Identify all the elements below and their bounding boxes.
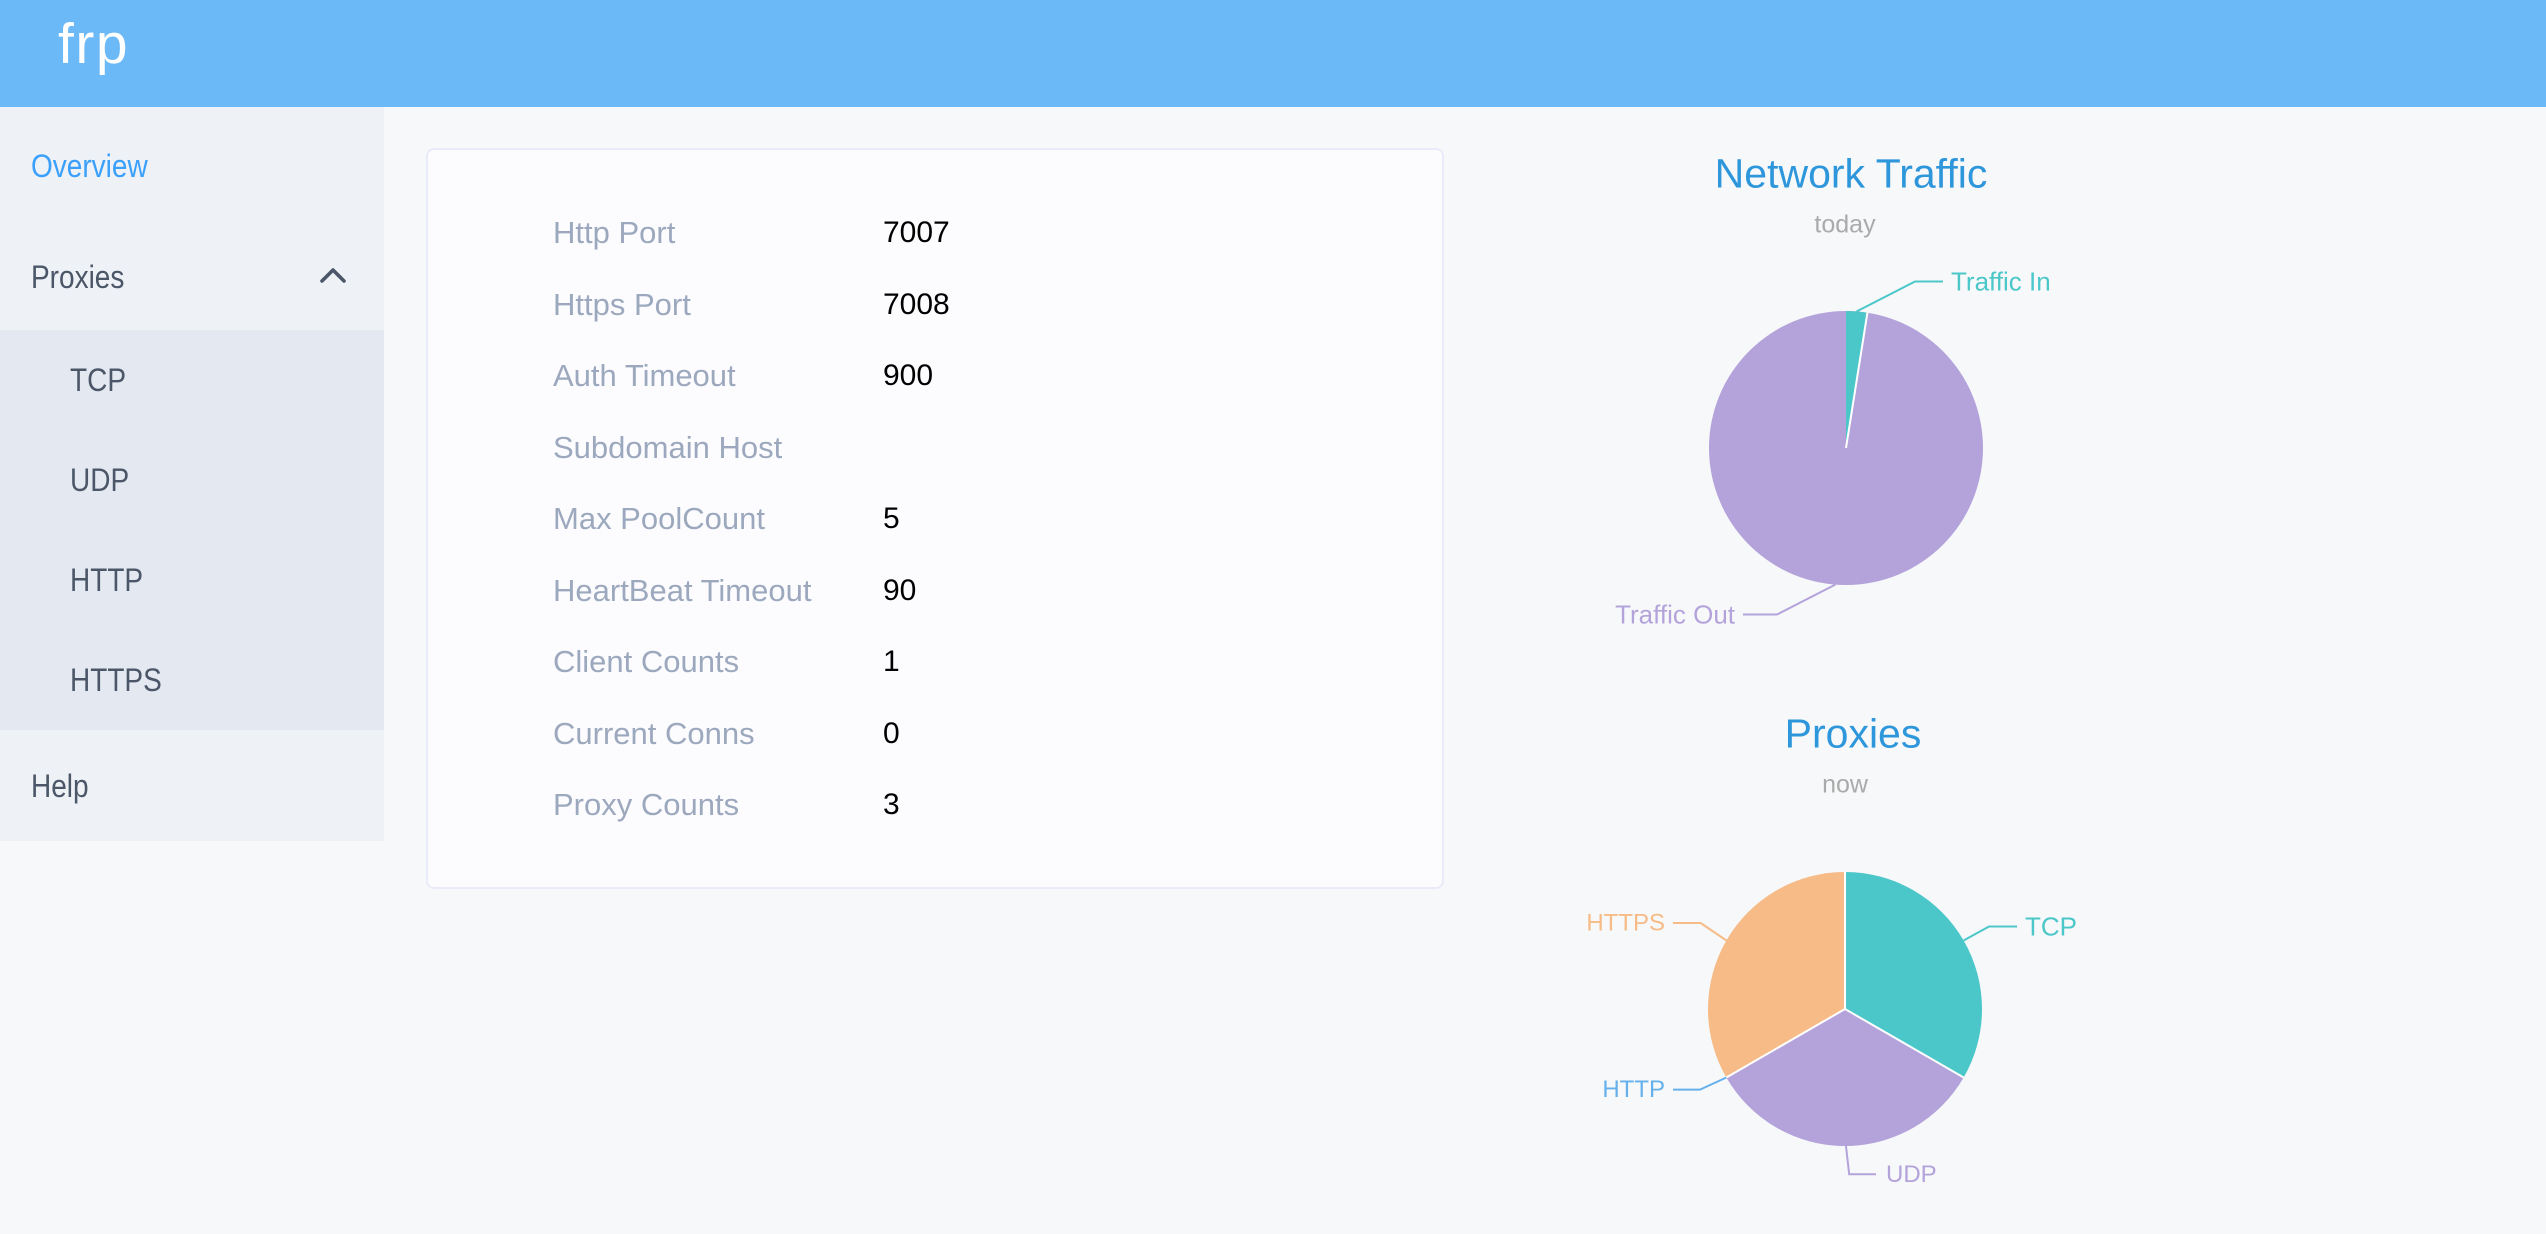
svg-text:HTTPS: HTTPS <box>1586 910 1665 937</box>
svg-text:TCP: TCP <box>2025 912 2077 942</box>
svg-text:Traffic Out: Traffic Out <box>1615 600 1736 630</box>
svg-text:HTTP: HTTP <box>1602 1076 1665 1103</box>
svg-text:UDP: UDP <box>1886 1161 1937 1188</box>
svg-text:Traffic In: Traffic In <box>1951 267 2051 297</box>
